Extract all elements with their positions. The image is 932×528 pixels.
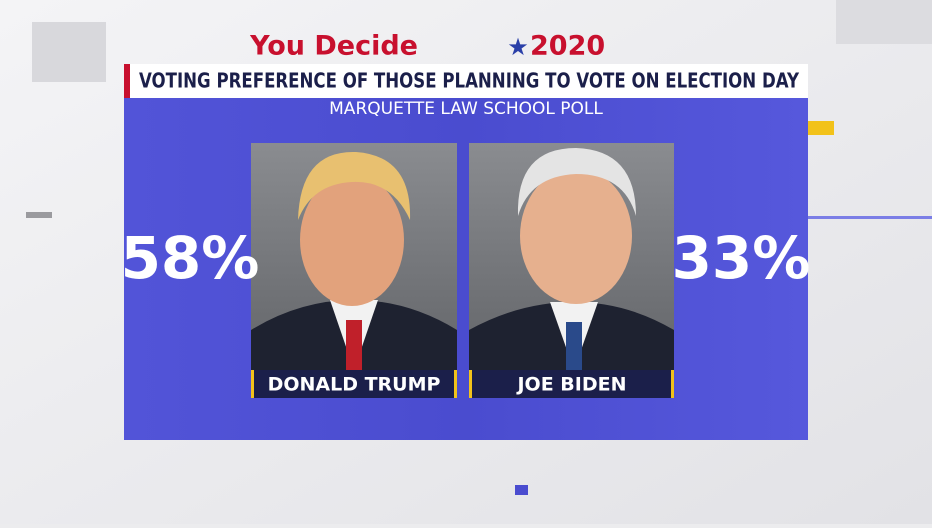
- photo-tie: [566, 322, 582, 370]
- photo-face: [520, 168, 632, 304]
- photo-hair: [298, 151, 411, 220]
- deco: [836, 0, 932, 44]
- candidate-card: DONALD TRUMP: [251, 143, 457, 398]
- deco: [808, 121, 834, 135]
- name-bar: [469, 370, 674, 398]
- candidate-name: DONALD TRUMP: [268, 374, 441, 396]
- deco: [26, 212, 52, 218]
- deco: [515, 485, 528, 495]
- candidate-percent: 33%: [672, 224, 811, 292]
- logo-left: You Decide: [249, 31, 418, 62]
- name-accent: [671, 370, 674, 398]
- candidate-name: JOE BIDEN: [515, 374, 626, 396]
- title-accent: [124, 64, 130, 98]
- photo-hair: [517, 148, 636, 216]
- candidate-card: JOE BIDEN: [469, 143, 674, 398]
- name-accent: [454, 370, 457, 398]
- subtitle: MARQUETTE LAW SCHOOL POLL: [329, 99, 603, 119]
- deco: [32, 22, 106, 82]
- logo-right: 2020: [530, 31, 605, 62]
- photo-face: [300, 174, 404, 306]
- title: VOTING PREFERENCE OF THOSE PLANNING TO V…: [139, 69, 799, 93]
- photo-tie: [346, 320, 362, 370]
- name-accent: [469, 370, 472, 398]
- deco: [808, 216, 932, 219]
- name-bar: [251, 370, 457, 398]
- candidate-percent: 58%: [121, 224, 260, 292]
- panel: [124, 98, 808, 440]
- name-accent: [251, 370, 254, 398]
- logo-star: ★: [507, 33, 529, 61]
- title-bar: [124, 64, 808, 98]
